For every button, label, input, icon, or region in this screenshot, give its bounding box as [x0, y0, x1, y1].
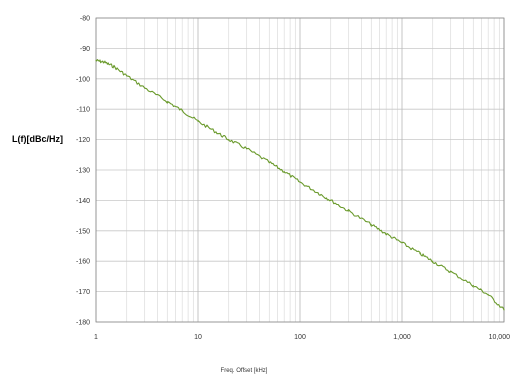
y-tick-label: -150 — [76, 228, 90, 235]
data-point — [103, 61, 105, 63]
data-point — [166, 101, 168, 103]
y-tick-label: -110 — [77, 107, 91, 114]
y-axis-title: L(f)[dBc/Hz] — [12, 134, 63, 144]
data-point — [503, 309, 505, 311]
series-line — [95, 59, 505, 311]
data-point — [450, 271, 452, 273]
data-point — [126, 75, 128, 77]
data-point — [487, 294, 489, 296]
y-tick-labels: -80 -90 -100 -110 -120 -130 -140 -150 -160 -170 -1… — [76, 16, 90, 327]
y-tick-label: -100 — [76, 76, 90, 83]
y-tick-label: -130 — [76, 168, 90, 175]
x-tick-label: 10,000 — [489, 334, 511, 341]
data-point — [401, 242, 403, 244]
y-tick-label: -180 — [76, 320, 90, 327]
y-tick-label: -140 — [76, 198, 90, 205]
data-point — [283, 170, 285, 173]
x-tick-label: 100 — [294, 334, 306, 341]
data-point — [348, 210, 350, 212]
x-tick-label: 1 — [94, 334, 98, 341]
data-point — [330, 199, 332, 201]
y-tick-label: -170 — [76, 289, 90, 296]
y-tick-label: -80 — [80, 16, 90, 23]
data-point — [268, 161, 270, 163]
data-point — [246, 148, 248, 150]
y-tick-label: -160 — [76, 259, 90, 266]
data-point — [419, 253, 421, 255]
data-point — [197, 120, 199, 122]
data-point — [370, 224, 372, 226]
data-point — [215, 131, 217, 133]
data-point — [181, 110, 183, 112]
data-point — [299, 181, 301, 183]
series-layer — [95, 59, 505, 311]
x-tick-label: 10 — [194, 334, 202, 341]
data-point — [144, 87, 146, 89]
y-tick-label: -120 — [76, 137, 90, 144]
plot-area-frame — [95, 17, 505, 323]
data-point — [432, 260, 434, 262]
x-axis-title: Freq. Offset [kHz] — [221, 368, 268, 374]
data-point — [385, 233, 387, 235]
data-point — [113, 66, 115, 68]
x-tick-labels: 1 10 100 1,000 10,000 — [94, 334, 510, 341]
x-tick-label: 1,000 — [393, 334, 411, 341]
data-point — [95, 59, 97, 62]
y-tick-label: -90 — [80, 46, 90, 53]
data-point — [472, 284, 474, 287]
data-point — [228, 139, 230, 141]
data-point — [317, 192, 319, 194]
